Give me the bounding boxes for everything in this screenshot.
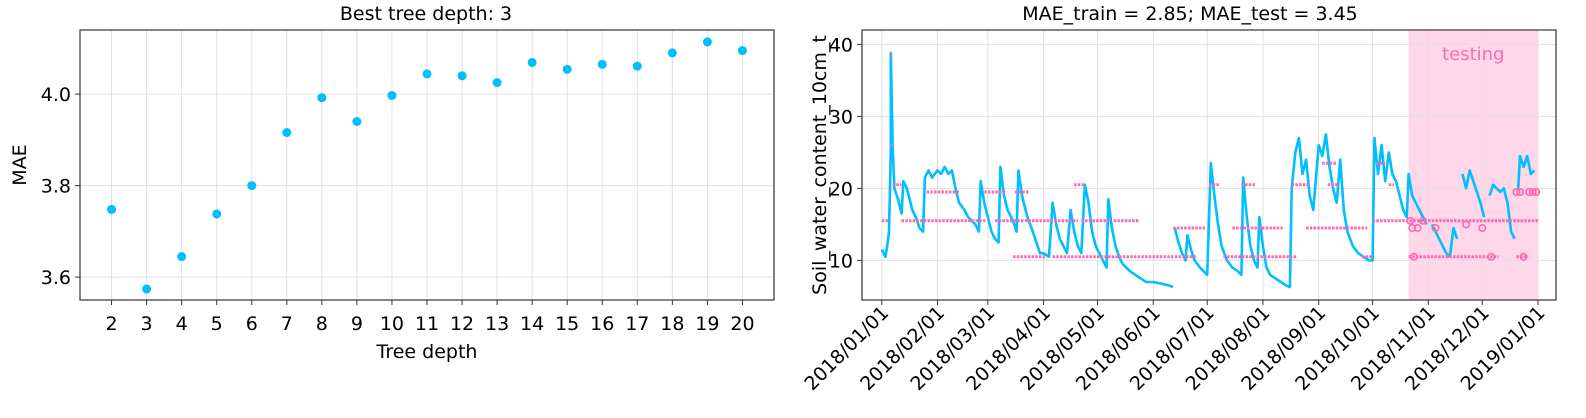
x-tick-label: 10	[380, 313, 404, 335]
y-tick-label: 3.6	[41, 267, 71, 289]
predicted-marker	[1519, 252, 1528, 261]
y-tick-label: 30	[829, 106, 853, 128]
chart-title: Best tree depth: 3	[340, 3, 512, 25]
predicted-marker	[1478, 224, 1487, 233]
predicted-marker	[1516, 188, 1525, 197]
y-tick-label: 20	[829, 178, 853, 200]
data-point	[142, 284, 152, 294]
x-tick-label: 7	[281, 313, 293, 335]
y-axis-ticks: 10 20 30 40	[829, 34, 862, 272]
soil-water-chart: MAE_train = 2.85; MAE_test = 3.45 testin…	[800, 3, 1557, 395]
x-tick-label: 14	[520, 313, 544, 335]
observed-line	[1173, 133, 1428, 289]
predicted-marker	[1512, 188, 1521, 197]
x-tick-label: 18	[660, 313, 684, 335]
data-point	[737, 46, 747, 56]
predicted-marker	[1406, 216, 1415, 225]
data-point	[247, 181, 257, 191]
data-point	[387, 90, 397, 100]
testing-region: testing	[1408, 30, 1539, 300]
data-point	[457, 71, 467, 81]
observed-line	[1461, 169, 1486, 218]
data-point	[667, 48, 677, 58]
observed-series	[880, 51, 1536, 289]
data-point	[212, 209, 222, 219]
y-tick-label: 10	[829, 250, 853, 272]
testing-region-band	[1408, 30, 1539, 300]
observed-line	[1430, 223, 1459, 259]
y-tick-label: 40	[829, 34, 853, 56]
x-tick-label: 15	[555, 313, 579, 335]
x-tick-label: 3	[141, 313, 153, 335]
x-tick-label: 2	[105, 313, 117, 335]
x-tick-label: 11	[415, 313, 439, 335]
chart-title: MAE_train = 2.85; MAE_test = 3.45	[1022, 3, 1358, 25]
x-tick-label: 5	[211, 313, 223, 335]
x-tick-label: 6	[246, 313, 258, 335]
data-point	[352, 117, 362, 127]
y-axis-label: Soil_water_content_10cm_t	[809, 35, 831, 295]
predicted-marker	[1431, 224, 1440, 233]
x-axis-label: Tree depth	[376, 341, 478, 363]
x-tick-label: 4	[176, 313, 188, 335]
data-point	[177, 252, 187, 262]
x-tick-label: 12	[450, 313, 474, 335]
predicted-marker	[1409, 252, 1418, 261]
y-axis-ticks: 3.6 3.8 4.0	[41, 84, 80, 289]
data-point	[632, 61, 642, 71]
predicted-marker	[1528, 188, 1537, 197]
testing-region-label: testing	[1442, 44, 1504, 65]
x-axis-ticks: 2 3 4 5 6 7 8 9 10 11 12 13 14 15 16 17 18 19 20	[105, 300, 755, 335]
predicted-marker	[1408, 224, 1417, 233]
x-tick-label: 8	[316, 313, 328, 335]
predicted-marker	[1413, 224, 1422, 233]
y-tick-label: 3.8	[41, 176, 71, 198]
predicted-marker	[1418, 216, 1427, 225]
predicted-series	[881, 55, 1541, 261]
x-tick-label: 13	[485, 313, 509, 335]
predicted-marker	[1462, 220, 1471, 229]
data-point	[527, 57, 537, 67]
plot-frame	[861, 29, 1557, 301]
y-axis-label: MAE	[9, 144, 31, 185]
data-point	[562, 64, 572, 74]
x-axis-ticks: 2018/01/012018/02/012018/03/012018/04/01…	[800, 300, 1550, 395]
predicted-marker	[1532, 188, 1541, 197]
data-point	[492, 78, 502, 88]
x-tick-label: 19	[695, 313, 719, 335]
observed-line	[880, 51, 1174, 289]
x-tick-label: 9	[351, 313, 363, 335]
data-points	[107, 37, 747, 294]
data-point	[422, 69, 432, 79]
tree-depth-chart: Best tree depth: 3 2 3 4 5 6 7 8 9 10 11 12 13 14 15 1…	[9, 3, 775, 363]
y-tick-label: 4.0	[41, 84, 71, 106]
data-point	[702, 37, 712, 47]
predicted-marker	[1487, 252, 1496, 261]
data-point	[317, 93, 327, 103]
observed-line	[1516, 154, 1536, 189]
data-point	[597, 59, 607, 69]
observed-line	[1488, 183, 1516, 240]
data-point	[282, 128, 292, 138]
data-point	[107, 204, 117, 214]
x-tick-label: 16	[590, 313, 614, 335]
x-tick-label: 17	[625, 313, 649, 335]
x-tick-label: 20	[730, 313, 754, 335]
